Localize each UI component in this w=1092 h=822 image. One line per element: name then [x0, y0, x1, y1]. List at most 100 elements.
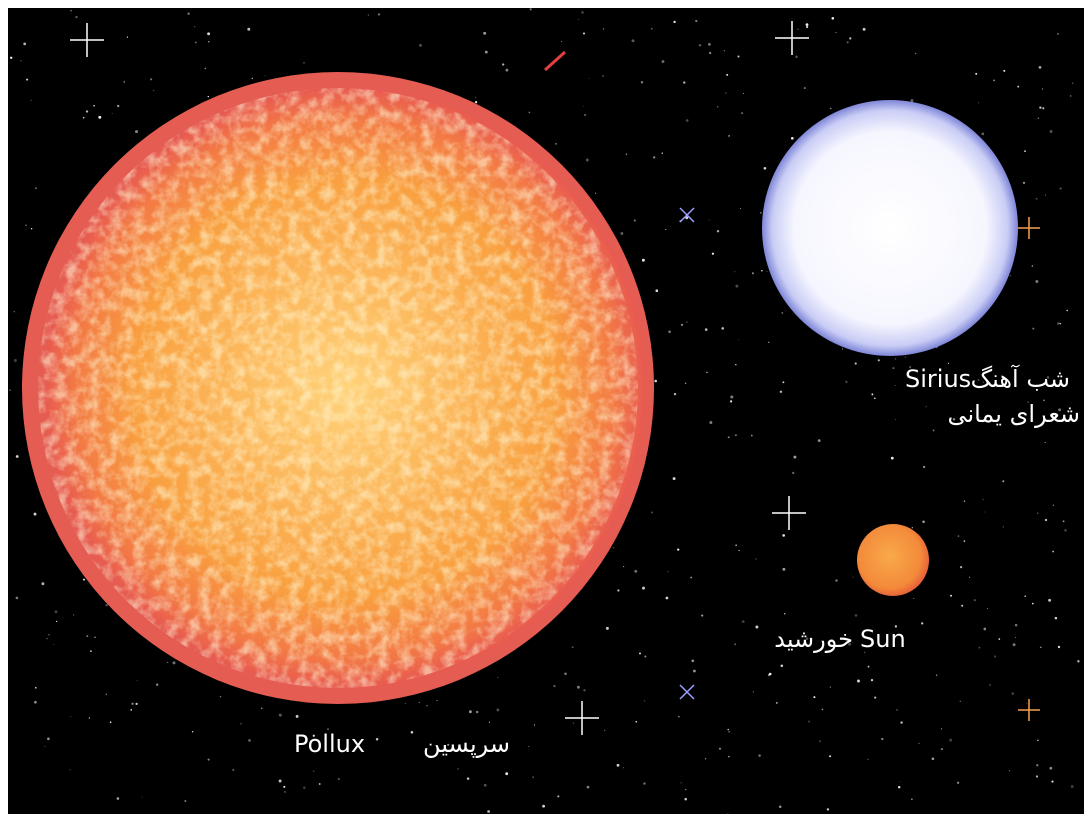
background-star [1002, 480, 1004, 482]
background-star [1070, 95, 1071, 96]
background-star [557, 795, 559, 797]
background-star [900, 721, 902, 723]
background-star [48, 634, 49, 635]
background-star [766, 271, 767, 272]
background-star [721, 327, 724, 330]
background-star [1039, 66, 1042, 69]
background-star [832, 17, 835, 20]
background-star [797, 28, 799, 30]
star-local-name: شب آهنگ [971, 364, 1070, 393]
background-star [626, 153, 628, 155]
background-star [899, 781, 900, 782]
background-star [9, 389, 11, 391]
background-star [613, 547, 615, 549]
background-star [529, 112, 531, 114]
background-star [205, 68, 206, 69]
sun-disk [857, 524, 929, 596]
background-star [167, 662, 168, 663]
background-star [667, 571, 668, 572]
background-star [497, 677, 498, 678]
background-star [853, 577, 854, 578]
star-local-name: خورشید [774, 625, 853, 653]
background-star [41, 582, 44, 585]
background-star [684, 798, 687, 801]
background-star [283, 786, 285, 788]
background-star [691, 659, 694, 662]
background-star [303, 787, 305, 789]
space-image: Pollux سرپسین Sirius شب آهنگ شعرای یمانی… [0, 0, 1092, 822]
background-star [922, 521, 925, 524]
background-star [905, 356, 906, 357]
background-star [86, 635, 88, 637]
background-star [758, 754, 760, 756]
background-star [782, 568, 785, 571]
background-star [933, 429, 935, 431]
background-star [16, 455, 19, 458]
background-star [156, 683, 158, 685]
background-star [835, 32, 836, 33]
background-star [1052, 551, 1054, 553]
background-star [595, 193, 596, 194]
background-star [1013, 643, 1016, 646]
background-star [319, 783, 321, 785]
background-star [781, 312, 783, 314]
background-star [1015, 624, 1018, 627]
background-star [989, 684, 991, 686]
background-star [806, 26, 808, 28]
background-star [634, 220, 636, 222]
background-star [25, 225, 26, 226]
background-star [681, 324, 683, 326]
background-star [192, 731, 193, 732]
background-star [1038, 118, 1039, 119]
background-star [717, 106, 718, 107]
background-star [921, 622, 923, 624]
background-star [969, 577, 970, 578]
background-star [1032, 265, 1033, 266]
background-star [584, 114, 586, 116]
background-star [1049, 767, 1052, 770]
background-star [483, 32, 486, 35]
background-star [743, 93, 744, 94]
background-star [14, 359, 17, 362]
background-star [248, 739, 251, 742]
background-star [530, 8, 532, 10]
background-star [617, 589, 619, 591]
background-star [184, 800, 186, 802]
background-star [776, 702, 778, 704]
background-star [651, 28, 653, 30]
background-star [436, 700, 437, 701]
background-star [701, 615, 703, 617]
background-star [693, 670, 696, 673]
background-star [583, 689, 585, 691]
background-star [726, 74, 728, 76]
background-star [90, 650, 92, 652]
background-star [1037, 513, 1038, 514]
background-star [780, 391, 782, 393]
background-star [768, 342, 769, 343]
background-star [654, 380, 657, 383]
background-star [642, 259, 645, 262]
background-star [1066, 310, 1067, 311]
background-star [55, 610, 58, 613]
background-star [665, 229, 666, 230]
background-star [737, 55, 739, 57]
background-star [755, 626, 758, 629]
background-star [642, 587, 645, 590]
background-star [782, 534, 785, 537]
background-star [586, 159, 589, 162]
background-star [426, 705, 427, 706]
background-star [674, 393, 676, 395]
background-star [806, 23, 809, 26]
background-star [709, 220, 710, 221]
background-star [685, 789, 686, 790]
background-star [553, 685, 555, 687]
background-star [827, 808, 829, 810]
background-star [1036, 198, 1038, 200]
background-star [847, 41, 849, 43]
background-star [1045, 519, 1047, 521]
background-star [487, 810, 490, 813]
background-star [764, 167, 767, 170]
background-star [734, 271, 735, 272]
background-star [1024, 595, 1026, 597]
background-star [690, 577, 692, 579]
